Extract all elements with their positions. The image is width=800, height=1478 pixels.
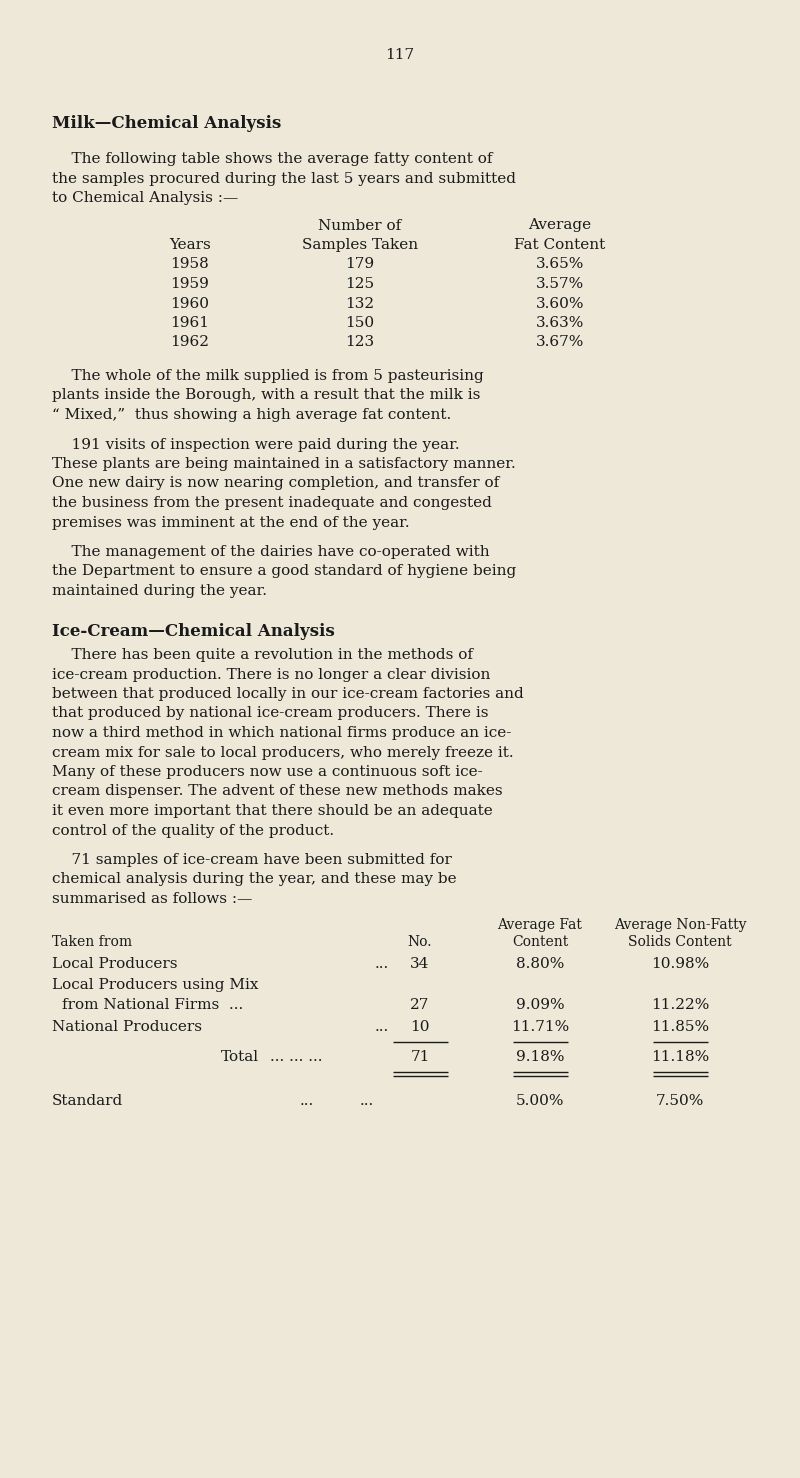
Text: to Chemical Analysis :—: to Chemical Analysis :—: [52, 191, 238, 205]
Text: cream dispenser. The advent of these new methods makes: cream dispenser. The advent of these new…: [52, 785, 502, 798]
Text: Many of these producers now use a continuous soft ice-: Many of these producers now use a contin…: [52, 766, 482, 779]
Text: plants inside the Borough, with a result that the milk is: plants inside the Borough, with a result…: [52, 389, 480, 402]
Text: the samples procured during the last 5 years and submitted: the samples procured during the last 5 y…: [52, 171, 516, 186]
Text: 11.18%: 11.18%: [651, 1049, 709, 1064]
Text: now a third method in which national firms produce an ice-: now a third method in which national fir…: [52, 726, 511, 740]
Text: 10.98%: 10.98%: [651, 956, 709, 971]
Text: 3.57%: 3.57%: [536, 276, 584, 291]
Text: 117: 117: [386, 47, 414, 62]
Text: 1960: 1960: [170, 297, 210, 310]
Text: 132: 132: [346, 297, 374, 310]
Text: 9.09%: 9.09%: [516, 998, 564, 1012]
Text: 34: 34: [410, 956, 430, 971]
Text: Total: Total: [221, 1049, 259, 1064]
Text: 191 visits of inspection were paid during the year.: 191 visits of inspection were paid durin…: [52, 437, 460, 451]
Text: the business from the present inadequate and congested: the business from the present inadequate…: [52, 497, 492, 510]
Text: 3.60%: 3.60%: [536, 297, 584, 310]
Text: 1962: 1962: [170, 336, 210, 349]
Text: ...: ...: [300, 1094, 314, 1108]
Text: premises was imminent at the end of the year.: premises was imminent at the end of the …: [52, 516, 410, 529]
Text: Years: Years: [169, 238, 211, 253]
Text: 123: 123: [346, 336, 374, 349]
Text: 11.22%: 11.22%: [651, 998, 709, 1012]
Text: 5.00%: 5.00%: [516, 1094, 564, 1108]
Text: ... ... ...: ... ... ...: [270, 1049, 322, 1064]
Text: ...: ...: [360, 1094, 374, 1108]
Text: National Producers: National Producers: [52, 1020, 202, 1035]
Text: 11.71%: 11.71%: [511, 1020, 569, 1035]
Text: Standard: Standard: [52, 1094, 123, 1108]
Text: Average: Average: [529, 219, 591, 232]
Text: 3.65%: 3.65%: [536, 257, 584, 272]
Text: 71: 71: [410, 1049, 430, 1064]
Text: Fat Content: Fat Content: [514, 238, 606, 253]
Text: that produced by national ice-cream producers. There is: that produced by national ice-cream prod…: [52, 706, 489, 720]
Text: 179: 179: [346, 257, 374, 272]
Text: 10: 10: [410, 1020, 430, 1035]
Text: No.: No.: [408, 934, 432, 949]
Text: maintained during the year.: maintained during the year.: [52, 584, 267, 599]
Text: The management of the dairies have co-operated with: The management of the dairies have co-op…: [52, 545, 490, 559]
Text: Milk—Chemical Analysis: Milk—Chemical Analysis: [52, 115, 282, 132]
Text: it even more important that there should be an adequate: it even more important that there should…: [52, 804, 493, 817]
Text: the Department to ensure a good standard of hygiene being: the Department to ensure a good standard…: [52, 565, 516, 578]
Text: The whole of the milk supplied is from 5 pasteurising: The whole of the milk supplied is from 5…: [52, 370, 484, 383]
Text: 9.18%: 9.18%: [516, 1049, 564, 1064]
Text: 3.67%: 3.67%: [536, 336, 584, 349]
Text: Local Producers using Mix: Local Producers using Mix: [52, 978, 258, 993]
Text: Average Fat: Average Fat: [498, 918, 582, 931]
Text: summarised as follows :—: summarised as follows :—: [52, 893, 252, 906]
Text: There has been quite a revolution in the methods of: There has been quite a revolution in the…: [52, 647, 473, 662]
Text: One new dairy is now nearing completion, and transfer of: One new dairy is now nearing completion,…: [52, 476, 499, 491]
Text: 1959: 1959: [170, 276, 210, 291]
Text: 71 samples of ice-cream have been submitted for: 71 samples of ice-cream have been submit…: [52, 853, 452, 868]
Text: from National Firms  ...: from National Firms ...: [62, 998, 243, 1012]
Text: Samples Taken: Samples Taken: [302, 238, 418, 253]
Text: Number of: Number of: [318, 219, 402, 232]
Text: The following table shows the average fatty content of: The following table shows the average fa…: [52, 152, 493, 166]
Text: 150: 150: [346, 316, 374, 330]
Text: ...: ...: [375, 1020, 390, 1035]
Text: 3.63%: 3.63%: [536, 316, 584, 330]
Text: ice-cream production. There is no longer a clear division: ice-cream production. There is no longer…: [52, 668, 490, 681]
Text: 1958: 1958: [170, 257, 210, 272]
Text: ...: ...: [375, 956, 390, 971]
Text: cream mix for sale to local producers, who merely freeze it.: cream mix for sale to local producers, w…: [52, 745, 514, 760]
Text: 7.50%: 7.50%: [656, 1094, 704, 1108]
Text: Ice-Cream—Chemical Analysis: Ice-Cream—Chemical Analysis: [52, 624, 334, 640]
Text: Taken from: Taken from: [52, 934, 132, 949]
Text: 11.85%: 11.85%: [651, 1020, 709, 1035]
Text: Content: Content: [512, 934, 568, 949]
Text: These plants are being maintained in a satisfactory manner.: These plants are being maintained in a s…: [52, 457, 516, 471]
Text: between that produced locally in our ice-cream factories and: between that produced locally in our ice…: [52, 687, 524, 701]
Text: 1961: 1961: [170, 316, 210, 330]
Text: chemical analysis during the year, and these may be: chemical analysis during the year, and t…: [52, 872, 457, 887]
Text: 8.80%: 8.80%: [516, 956, 564, 971]
Text: 27: 27: [410, 998, 430, 1012]
Text: control of the quality of the product.: control of the quality of the product.: [52, 823, 334, 838]
Text: Local Producers: Local Producers: [52, 956, 178, 971]
Text: “ Mixed,”  thus showing a high average fat content.: “ Mixed,” thus showing a high average fa…: [52, 408, 451, 423]
Text: 125: 125: [346, 276, 374, 291]
Text: Solids Content: Solids Content: [628, 934, 732, 949]
Text: Average Non-Fatty: Average Non-Fatty: [614, 918, 746, 931]
